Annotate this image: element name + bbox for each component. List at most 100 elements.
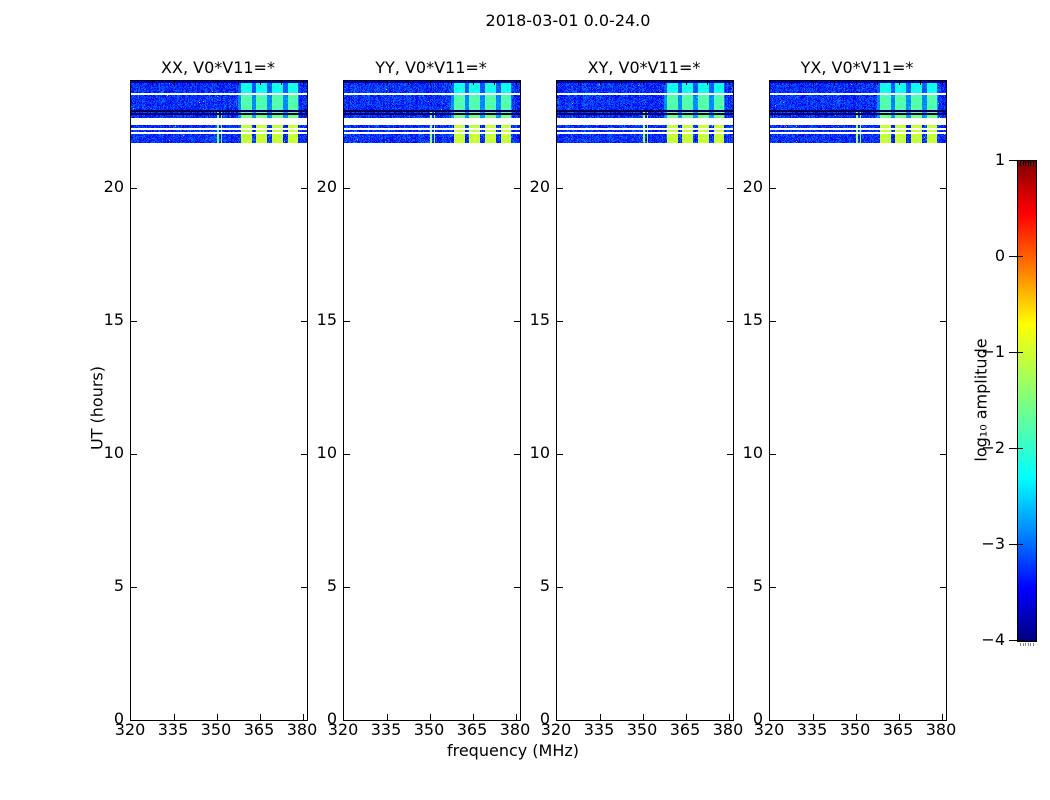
tick-mark [877,81,878,85]
y-tick-label: 10 [529,443,550,462]
tick-mark [727,188,733,189]
x-tick-label: 320 [753,720,785,739]
colorbar-minor-tick [1025,161,1026,166]
tick-mark [195,81,196,85]
y-tick-label: 5 [539,576,550,595]
tick-mark [217,714,218,720]
tick-mark [643,81,644,85]
y-tick-label: 5 [752,576,763,595]
plot-area-xy [556,80,734,721]
tick-mark [516,81,517,85]
y-axis-label: UT (hours) [87,365,107,451]
tick-mark [344,321,350,322]
y-tick-label: 5 [326,576,337,595]
y-tick-label: 10 [103,443,124,462]
colorbar [1017,160,1037,642]
x-tick-label: 335 [583,720,615,739]
tick-mark [664,81,665,85]
y-tick-label: 20 [529,177,550,196]
tick-mark [344,587,350,588]
tick-mark [131,321,137,322]
tick-mark [791,81,792,85]
tick-mark [451,81,452,85]
tick-mark [514,188,520,189]
colorbar-minor-tick [1033,161,1034,166]
x-tick-label: 350 [839,720,871,739]
tick-mark [387,81,388,85]
tick-mark [131,587,137,588]
tick-mark [473,714,474,720]
colorbar-tick-label: −3 [981,534,1005,553]
tick-mark [834,81,835,85]
tick-mark [238,81,239,85]
y-tick-label: 0 [113,709,124,728]
tick-mark [281,81,282,85]
y-tick-label: 0 [539,709,550,728]
colorbar-minor-tick [1028,161,1029,166]
x-tick-label: 335 [157,720,189,739]
colorbar-minor-tick [1028,643,1029,646]
colorbar-tick-mark [1009,352,1023,353]
tick-mark [770,587,776,588]
y-tick-label: 15 [103,310,124,329]
x-axis-label: frequency (MHz) [446,741,580,760]
tick-mark [578,81,579,85]
tick-mark [344,188,350,189]
tick-mark [408,81,409,85]
plot-area-xx [130,80,308,721]
x-tick-label: 380 [712,720,744,739]
spectrogram-yx [770,81,946,143]
colorbar-tick-label: 1 [994,150,1005,169]
tick-mark [729,714,730,720]
colorbar-minor-tick [1023,643,1024,646]
x-tick-label: 380 [499,720,531,739]
tick-mark [514,587,520,588]
colorbar-tick-label: 0 [994,246,1005,265]
tick-mark [514,454,520,455]
tick-mark [899,81,900,85]
colorbar-tick-label: −2 [981,438,1005,457]
colorbar-tick-mark [1009,160,1023,161]
tick-mark [301,587,307,588]
colorbar-minor-tick [1020,643,1021,646]
spectrogram-xx [131,81,307,143]
colorbar-tick-mark [1009,544,1023,545]
tick-mark [514,321,520,322]
tick-mark [260,81,261,85]
colorbar-tick-mark [1009,640,1023,641]
tick-mark [600,81,601,85]
colorbar-tick-mark [1009,256,1023,257]
tick-mark [557,454,563,455]
x-tick-label: 320 [327,720,359,739]
tick-mark [600,714,601,720]
y-tick-label: 10 [742,443,763,462]
x-tick-label: 335 [796,720,828,739]
tick-mark [301,454,307,455]
tick-mark [727,321,733,322]
colorbar-tick-mark [1009,448,1023,449]
tick-mark [387,714,388,720]
y-tick-label: 15 [529,310,550,329]
tick-mark [727,587,733,588]
tick-mark [174,81,175,85]
x-tick-label: 320 [540,720,572,739]
figure-title: 2018-03-01 0.0-24.0 [485,11,651,30]
tick-mark [813,714,814,720]
tick-mark [430,81,431,85]
tick-mark [770,454,776,455]
colorbar-label: log₁₀ amplitude [971,338,991,462]
x-tick-label: 350 [200,720,232,739]
tick-mark [856,81,857,85]
tick-mark [344,454,350,455]
tick-mark [727,454,733,455]
x-tick-label: 365 [669,720,701,739]
tick-mark [516,714,517,720]
panel-title-yx: YX, V0*V11=* [800,58,914,77]
y-tick-label: 15 [316,310,337,329]
tick-mark [686,714,687,720]
colorbar-minor-tick [1033,643,1034,646]
y-tick-label: 0 [326,709,337,728]
y-tick-label: 20 [742,177,763,196]
x-tick-label: 350 [626,720,658,739]
tick-mark [557,188,563,189]
